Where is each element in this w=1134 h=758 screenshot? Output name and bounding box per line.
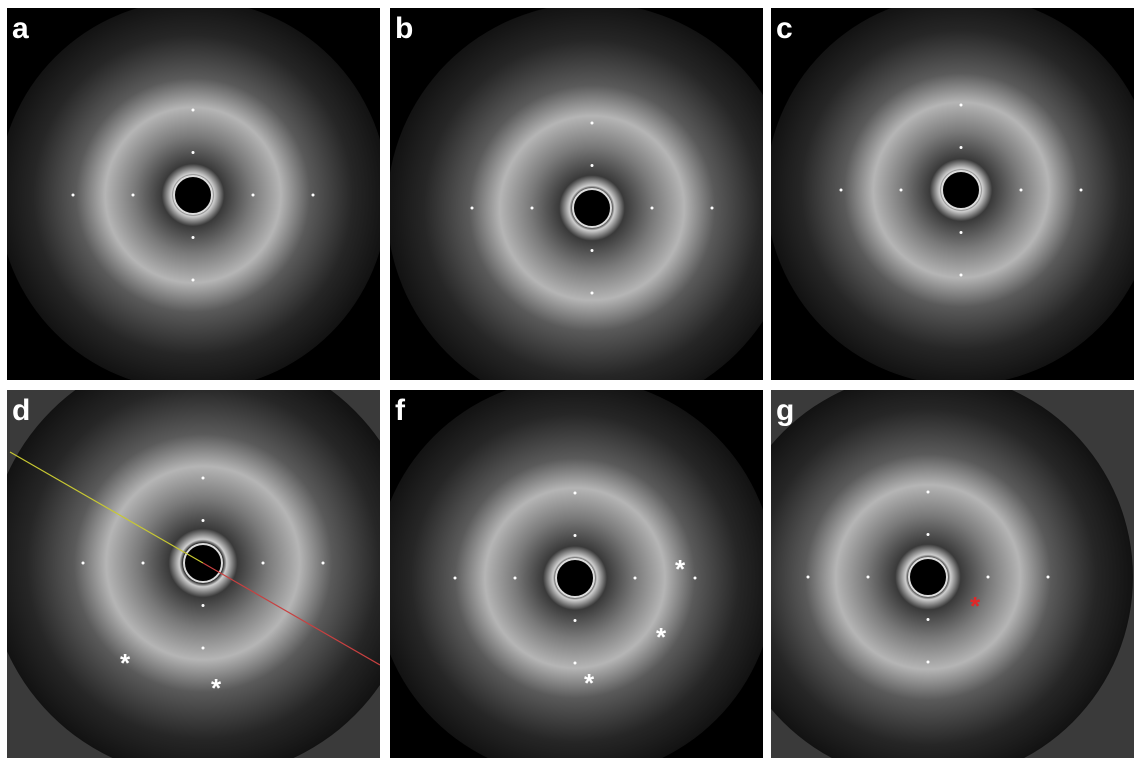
calibration-mark [531,207,534,210]
calibration-mark [574,619,577,622]
calibration-mark [574,662,577,665]
calibration-mark [82,562,85,565]
calibration-mark [72,194,75,197]
panel: f * * * [375,378,775,758]
calibration-mark [867,576,870,579]
catheter [942,171,980,209]
catheter [174,176,212,214]
calibration-mark [202,519,205,522]
calibration-mark [711,207,714,210]
panel-image [766,0,1134,385]
calibration-mark [1020,189,1023,192]
calibration-mark [454,577,457,580]
calibration-mark [192,236,195,239]
calibration-mark [927,661,930,664]
catheter [909,558,947,596]
asterisk: * [970,591,981,621]
calibration-mark [591,122,594,125]
panel-image [723,372,1134,758]
calibration-mark [142,562,145,565]
calibration-mark [591,292,594,295]
calibration-mark [202,604,205,607]
calibration-mark [192,109,195,112]
calibration-mark [900,189,903,192]
asterisk: * [675,554,686,584]
panel: d * * [0,348,418,758]
panel: c [766,0,1134,385]
panel-image [0,0,388,390]
panel-image [375,378,775,758]
calibration-mark [960,104,963,107]
calibration-mark [1047,576,1050,579]
panel-image [387,3,797,413]
calibration-mark [574,534,577,537]
calibration-mark [591,164,594,167]
panel-label: d [12,394,30,427]
panel: a [0,0,388,390]
calibration-mark [927,618,930,621]
calibration-mark [960,146,963,149]
calibration-mark [202,477,205,480]
panel-label: c [776,12,793,45]
panel-label: f [395,394,406,427]
calibration-mark [322,562,325,565]
calibration-mark [312,194,315,197]
calibration-mark [807,576,810,579]
panel-label: g [776,394,794,427]
panel-label: b [395,12,413,45]
calibration-mark [574,492,577,495]
calibration-mark [960,274,963,277]
calibration-mark [694,577,697,580]
panel: g* [723,372,1134,758]
asterisk: * [584,668,595,698]
calibration-mark [192,279,195,282]
catheter [573,189,611,227]
asterisk: * [120,648,131,678]
calibration-mark [651,207,654,210]
calibration-mark [471,207,474,210]
calibration-mark [132,194,135,197]
asterisk: * [211,673,222,703]
calibration-mark [927,491,930,494]
asterisk: * [656,622,667,652]
calibration-mark [252,194,255,197]
panel-image [0,348,418,758]
panel: b [387,3,797,413]
calibration-mark [192,151,195,154]
calibration-mark [987,576,990,579]
calibration-mark [634,577,637,580]
calibration-mark [960,231,963,234]
calibration-mark [927,533,930,536]
catheter [556,559,594,597]
calibration-mark [840,189,843,192]
calibration-mark [202,647,205,650]
calibration-mark [514,577,517,580]
calibration-mark [591,249,594,252]
panel-label: a [12,12,29,45]
figure: abcd**f***g* [0,0,1134,758]
calibration-mark [262,562,265,565]
calibration-mark [1080,189,1083,192]
